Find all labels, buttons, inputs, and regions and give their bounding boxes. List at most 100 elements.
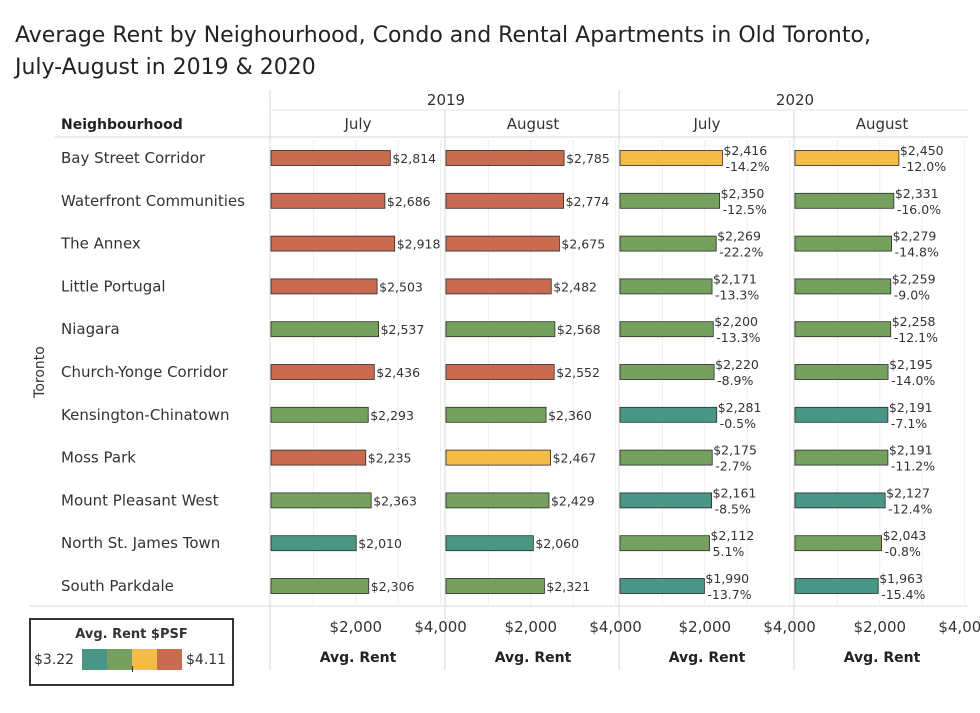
bar [794, 192, 895, 209]
bar-value-label: $2,363 [373, 493, 417, 508]
bar-change-label: -13.7% [707, 587, 751, 602]
color-legend: Avg. Rent $PSF $3.22 $4.11 [29, 618, 234, 686]
x-tick-label: $4,000 [938, 618, 980, 636]
bar-change-label: -14.0% [891, 373, 935, 388]
x-tick-label: $2,000 [330, 618, 383, 636]
row-group-label: Toronto [32, 346, 48, 399]
month-header-2019-july: July [344, 115, 372, 133]
bar [270, 406, 369, 423]
x-tick-label: $4,000 [414, 618, 467, 636]
bar-value-label: $2,161 [713, 485, 757, 500]
bar-value-label: $2,235 [368, 451, 412, 466]
bar [270, 578, 370, 594]
bar-value-label: $2,258 [892, 314, 936, 329]
bar [445, 278, 552, 295]
bar-value-label: $2,200 [714, 314, 758, 329]
bar [619, 535, 710, 552]
bar-change-label: -14.2% [725, 159, 769, 174]
bar [619, 578, 705, 594]
bar [619, 449, 713, 466]
bar-change-label: -8.5% [715, 501, 751, 516]
bar-value-label: $2,467 [553, 451, 597, 466]
x-axis-title: Avg. Rent [495, 650, 572, 666]
bar [270, 492, 372, 509]
bar-value-label: $2,112 [711, 528, 755, 543]
bar-value-label: $2,416 [723, 143, 767, 158]
bar [794, 406, 889, 423]
bar-value-label: $1,990 [705, 571, 749, 586]
bar-change-label: -11.2% [891, 459, 935, 474]
bar-value-label: $2,043 [883, 528, 927, 543]
legend-title: Avg. Rent $PSF [75, 627, 188, 642]
bar-change-label: -13.3% [715, 287, 759, 302]
legend-swatch-3 [132, 649, 157, 670]
bar-value-label: $2,429 [551, 493, 595, 508]
bar [445, 535, 534, 552]
legend-swatch-2 [107, 649, 132, 670]
x-tick-label: $4,000 [589, 618, 642, 636]
row-label: Mount Pleasant West [61, 491, 219, 509]
bar-change-label: -12.0% [902, 159, 946, 174]
bar-value-label: $2,293 [370, 408, 414, 423]
bar [445, 321, 556, 338]
bar-value-label: $2,774 [566, 194, 610, 209]
bar-value-label: $2,503 [379, 279, 423, 294]
bar-change-label: -2.7% [715, 459, 751, 474]
bar-change-label: -12.1% [894, 330, 938, 345]
bar [270, 278, 378, 295]
bar-value-label: $2,785 [566, 151, 610, 166]
chart-title-line-2: July-August in 2019 & 2020 [15, 55, 316, 80]
bar [619, 278, 713, 295]
bar-value-label: $2,686 [387, 194, 431, 209]
bar [619, 192, 721, 209]
bar [445, 578, 545, 594]
bar-value-label: $2,171 [713, 271, 757, 286]
legend-swatch-4 [157, 649, 182, 670]
bar-change-label: -9.0% [894, 287, 930, 302]
bar-change-label: -0.8% [885, 544, 921, 559]
legend-min-label: $3.22 [34, 652, 75, 668]
x-axis-title: Avg. Rent [669, 650, 746, 666]
row-label: North St. James Town [61, 534, 220, 552]
bar [445, 449, 552, 466]
bar [270, 535, 357, 552]
bar [794, 492, 886, 509]
row-label: Bay Street Corridor [61, 149, 206, 167]
bar-value-label: $2,321 [546, 579, 590, 594]
bar [794, 235, 893, 252]
bar [270, 449, 367, 466]
bar-value-label: $1,963 [879, 571, 923, 586]
bar-value-label: $2,306 [371, 579, 415, 594]
bar [619, 364, 715, 380]
bar [445, 492, 550, 509]
bar [270, 321, 379, 338]
row-label: Little Portugal [61, 277, 166, 295]
bar-value-label: $2,537 [381, 322, 425, 337]
month-header-2019-august: August [507, 115, 560, 133]
month-header-2020-august: August [856, 115, 909, 133]
bar [445, 364, 555, 380]
chart-title-line-1: Average Rent by Neighourhood, Condo and … [15, 23, 871, 48]
bar-change-label: -15.4% [881, 587, 925, 602]
row-label: Niagara [61, 320, 120, 338]
year-header-2020: 2020 [776, 91, 814, 109]
month-header-2020-july: July [693, 115, 721, 133]
bar-change-label: -7.1% [891, 416, 927, 431]
bar-value-label: $2,127 [886, 485, 930, 500]
bar [270, 235, 396, 252]
bar-change-label: -14.8% [895, 245, 939, 260]
bar-value-label: $2,675 [561, 237, 605, 252]
bar [794, 449, 889, 466]
row-label: The Annex [60, 235, 141, 253]
bar [619, 492, 713, 509]
bar-change-label: -16.0% [897, 202, 941, 217]
bar-value-label: $2,060 [535, 536, 579, 551]
x-axis-title: Avg. Rent [320, 650, 397, 666]
bar-value-label: $2,814 [392, 151, 436, 166]
bar-value-label: $2,436 [376, 365, 420, 380]
bar-value-label: $2,191 [889, 443, 933, 458]
bar-value-label: $2,259 [892, 271, 936, 286]
row-label: Waterfront Communities [61, 192, 245, 210]
bar [794, 578, 879, 594]
